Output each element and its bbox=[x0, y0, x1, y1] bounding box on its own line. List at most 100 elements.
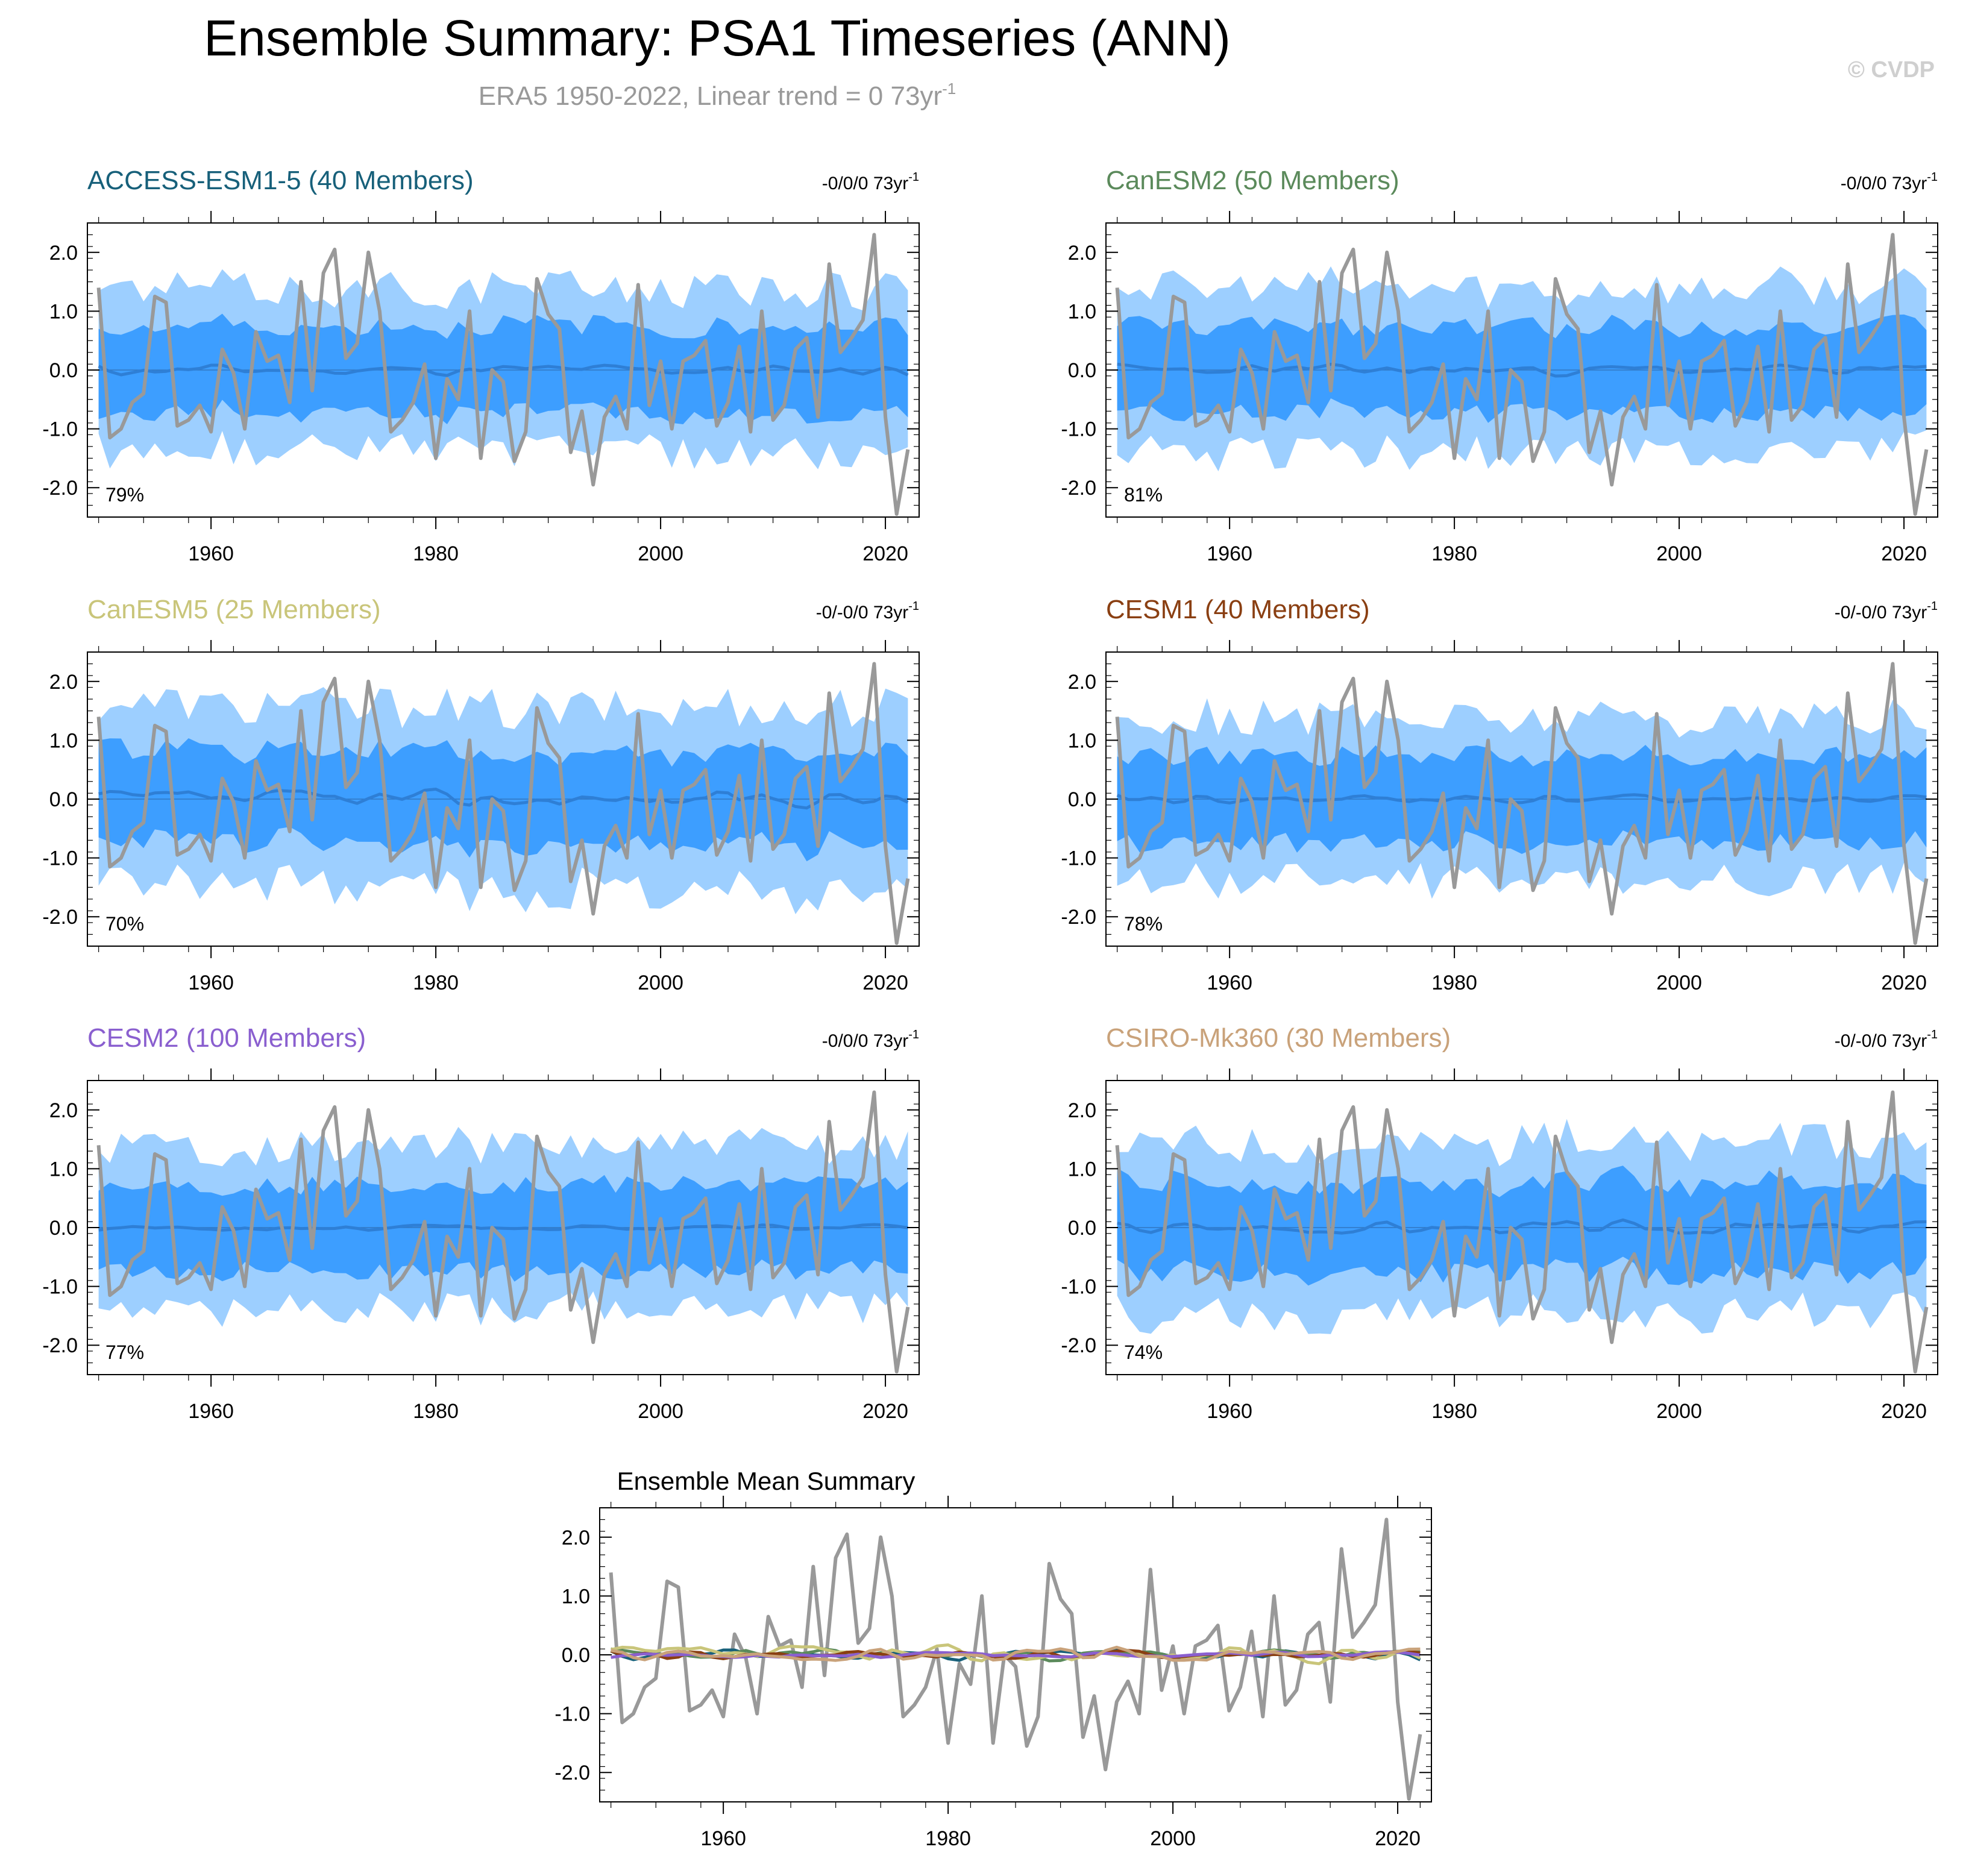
panel-2: CanESM2 (50 Members) -0/0/0 73yr-1 81% 2.0 1… bbox=[1061, 166, 1938, 565]
panel-trend-text: -0/-0/0 73yr bbox=[1835, 603, 1927, 623]
ensemble-mean-line bbox=[1117, 362, 1927, 378]
y-tick-label: 1.0 bbox=[1068, 300, 1096, 323]
x-tick-label: 1980 bbox=[925, 1827, 971, 1850]
y-tick-label: 2.0 bbox=[49, 1099, 78, 1122]
x-tick-label: 1960 bbox=[188, 542, 234, 565]
panel-title: CanESM5 (25 Members) bbox=[87, 595, 381, 624]
x-tick-label: 1980 bbox=[1431, 971, 1477, 994]
x-tick-label: 2020 bbox=[1881, 971, 1927, 994]
x-tick-label: 2020 bbox=[862, 1400, 908, 1423]
panel-trend-sup: -1 bbox=[908, 171, 919, 184]
observed-line bbox=[1115, 662, 1929, 946]
panel-trend-text: -0/0/0 73yr bbox=[822, 174, 908, 193]
y-tick-label: 2.0 bbox=[1068, 671, 1096, 694]
observed-line bbox=[96, 662, 910, 946]
panel-trend-sup: -1 bbox=[908, 600, 919, 613]
y-tick-label: -2.0 bbox=[554, 1761, 590, 1784]
percent-label: 77% bbox=[105, 1341, 144, 1363]
percent-label: 78% bbox=[1124, 913, 1163, 935]
panel-trend-text: -0/-0/0 73yr bbox=[1835, 1031, 1927, 1051]
percent-label: 70% bbox=[105, 913, 144, 935]
x-tick-label: 2000 bbox=[1656, 971, 1702, 994]
panel-title: CESM1 (40 Members) bbox=[1106, 595, 1370, 624]
panel-5: CESM2 (100 Members) -0/0/0 73yr-1 77% 2.0 1.… bbox=[42, 1023, 920, 1423]
y-tick-label: 1.0 bbox=[49, 729, 78, 752]
y-tick-label: 1.0 bbox=[49, 1158, 78, 1181]
panel-title: Ensemble Mean Summary bbox=[617, 1467, 916, 1495]
x-tick-label: 1960 bbox=[188, 1400, 234, 1423]
y-tick-label: -1.0 bbox=[1061, 418, 1096, 441]
y-tick-label: 2.0 bbox=[49, 242, 78, 265]
y-tick-label: 2.0 bbox=[49, 671, 78, 694]
plot-area bbox=[87, 233, 919, 516]
summary-series-line-6 bbox=[611, 1645, 1421, 1662]
y-tick-label: -2.0 bbox=[1061, 906, 1096, 929]
y-tick-label: -1.0 bbox=[42, 1276, 78, 1299]
figure-subtitle: ERA5 1950-2022, Linear trend = 0 73yr-1 bbox=[479, 80, 956, 111]
percent-label: 74% bbox=[1124, 1341, 1163, 1363]
y-tick-label: -1.0 bbox=[554, 1703, 590, 1726]
panel-title: CSIRO-Mk360 (30 Members) bbox=[1106, 1023, 1451, 1053]
x-tick-label: 2020 bbox=[1375, 1827, 1421, 1850]
x-tick-label: 2000 bbox=[638, 1400, 683, 1423]
x-tick-label: 1980 bbox=[413, 971, 459, 994]
plot-area bbox=[1106, 233, 1938, 516]
plot-area bbox=[1106, 1090, 1938, 1374]
x-tick-label: 1960 bbox=[1207, 971, 1252, 994]
x-tick-label: 2000 bbox=[1150, 1827, 1196, 1850]
panel-trend-label: -0/-0/0 73yr-1 bbox=[1835, 1028, 1938, 1051]
panel-7: Ensemble Mean Summary 2.0 1.0 0.0 -1.0 -2.0 19… bbox=[554, 1467, 1432, 1850]
percent-label: 81% bbox=[1124, 484, 1163, 506]
y-tick-label: 0.0 bbox=[49, 1217, 78, 1240]
x-tick-label: 1980 bbox=[413, 1400, 459, 1423]
panel-trend-label: -0/-0/0 73yr-1 bbox=[816, 600, 919, 623]
y-tick-label: 0.0 bbox=[1068, 1217, 1096, 1240]
panel-4: CESM1 (40 Members) -0/-0/0 73yr-1 78% 2.0 1.… bbox=[1061, 595, 1938, 994]
y-tick-label: 0.0 bbox=[49, 359, 78, 382]
x-tick-label: 1980 bbox=[1431, 1400, 1477, 1423]
y-tick-label: 0.0 bbox=[1068, 359, 1096, 382]
figure-subtitle-sup: -1 bbox=[942, 80, 956, 98]
y-tick-label: -2.0 bbox=[1061, 477, 1096, 500]
y-tick-label: 2.0 bbox=[1068, 1099, 1096, 1122]
panel-trend-label: -0/-0/0 73yr-1 bbox=[1835, 600, 1938, 623]
panel-title: CESM2 (100 Members) bbox=[87, 1023, 366, 1053]
panel-trend-text: -0/0/0 73yr bbox=[1841, 174, 1927, 193]
figure-subtitle-text: ERA5 1950-2022, Linear trend = 0 73yr bbox=[479, 81, 942, 111]
x-tick-label: 1960 bbox=[1207, 1400, 1252, 1423]
plot-area bbox=[87, 1090, 919, 1374]
panel-trend-sup: -1 bbox=[1927, 600, 1938, 613]
y-tick-label: 1.0 bbox=[1068, 729, 1096, 752]
y-tick-label: 1.0 bbox=[49, 300, 78, 323]
panel-title: ACCESS-ESM1-5 (40 Members) bbox=[87, 166, 474, 195]
panel-trend-label: -0/0/0 73yr-1 bbox=[1841, 171, 1938, 193]
panel-trend-label: -0/0/0 73yr-1 bbox=[822, 1028, 919, 1051]
y-tick-label: -1.0 bbox=[1061, 1276, 1096, 1299]
y-tick-label: 0.0 bbox=[49, 788, 78, 811]
x-tick-label: 1960 bbox=[1207, 542, 1252, 565]
x-tick-label: 2000 bbox=[1656, 542, 1702, 565]
x-tick-label: 2020 bbox=[1881, 542, 1927, 565]
x-tick-label: 1960 bbox=[188, 971, 234, 994]
x-tick-label: 2020 bbox=[862, 971, 908, 994]
y-tick-label: -1.0 bbox=[42, 418, 78, 441]
figure-title: Ensemble Summary: PSA1 Timeseries (ANN) bbox=[204, 10, 1231, 66]
panel-trend-text: -0/-0/0 73yr bbox=[816, 603, 908, 623]
x-tick-label: 2000 bbox=[638, 542, 683, 565]
y-tick-label: -2.0 bbox=[1061, 1334, 1096, 1357]
panel-1: ACCESS-ESM1-5 (40 Members) -0/0/0 73yr-1 7… bbox=[42, 166, 920, 565]
plot-area bbox=[1106, 662, 1938, 946]
y-tick-label: 0.0 bbox=[562, 1644, 590, 1667]
y-tick-label: -1.0 bbox=[42, 847, 78, 870]
panels: ACCESS-ESM1-5 (40 Members) -0/0/0 73yr-17… bbox=[42, 166, 1938, 1850]
observed-line bbox=[1115, 233, 1929, 516]
y-tick-label: -2.0 bbox=[42, 906, 78, 929]
summary-series-line-5 bbox=[611, 1650, 1421, 1659]
panel-trend-label: -0/0/0 73yr-1 bbox=[822, 171, 919, 193]
y-tick-label: -2.0 bbox=[42, 1334, 78, 1357]
y-tick-label: 1.0 bbox=[562, 1585, 590, 1608]
observed-line bbox=[96, 233, 910, 516]
x-tick-label: 2000 bbox=[638, 971, 683, 994]
x-tick-label: 2000 bbox=[1656, 1400, 1702, 1423]
